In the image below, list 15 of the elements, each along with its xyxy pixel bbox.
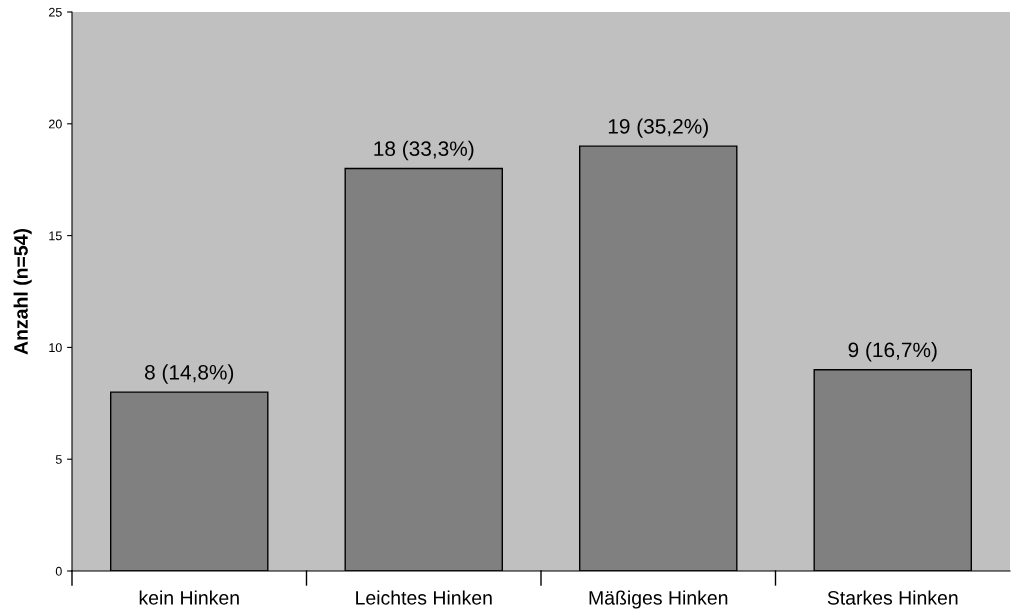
y-tick-label: 5 xyxy=(55,455,62,464)
data-label: 9 (16,7%) xyxy=(848,342,937,362)
y-tick-label: 25 xyxy=(49,7,62,17)
y-tick-label: 15 xyxy=(49,231,62,241)
x-tick-label: Leichtes Hinken xyxy=(356,590,492,605)
x-tick-label: kein Hinken xyxy=(139,590,239,605)
x-tick-label: Starkes Hinken xyxy=(827,590,958,605)
y-tick-label: 20 xyxy=(49,119,62,129)
data-label: 19 (35,2%) xyxy=(608,118,708,138)
data-label: 18 (33,3%) xyxy=(374,140,474,161)
y-tick-label: 10 xyxy=(49,343,62,353)
x-tick-label: Mäßiges Hinken xyxy=(589,590,728,609)
y-axis-title: Anzahl (n=54) xyxy=(13,228,32,355)
y-tick-label: 0 xyxy=(55,566,62,576)
data-label: 8 (14,8%) xyxy=(145,364,234,384)
